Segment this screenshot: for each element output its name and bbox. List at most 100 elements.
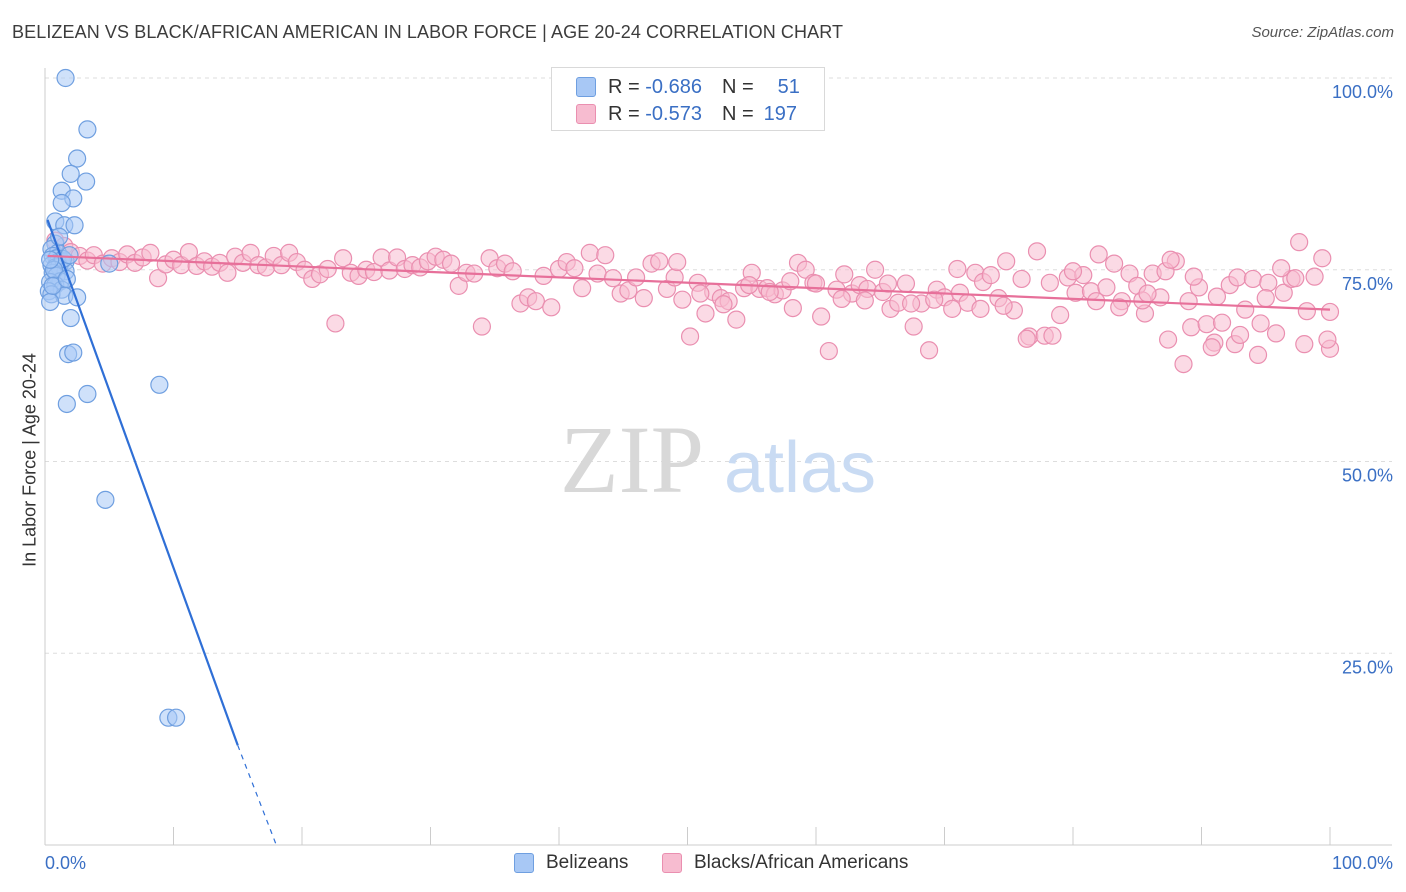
data-point xyxy=(901,294,921,313)
data-point xyxy=(78,384,97,404)
chart-title: BELIZEAN VS BLACK/AFRICAN AMERICAN IN LA… xyxy=(12,22,844,42)
series-belizeans-points xyxy=(39,68,186,727)
x-tick-label: 100.0% xyxy=(1332,853,1393,873)
data-point xyxy=(1318,330,1337,349)
y-tick-label: 25.0% xyxy=(1342,657,1393,677)
data-point xyxy=(1179,292,1198,311)
data-point xyxy=(68,288,87,307)
legend-swatch-blacks xyxy=(576,104,596,124)
data-point xyxy=(1202,338,1221,357)
data-point xyxy=(948,259,967,279)
legend-label-belizeans: Belizeans xyxy=(546,852,629,873)
data-point xyxy=(896,274,916,293)
data-point xyxy=(1286,269,1305,288)
data-point xyxy=(691,284,710,303)
legend-n-value: 51 xyxy=(777,75,800,98)
data-point xyxy=(1087,292,1106,311)
data-point xyxy=(1089,245,1108,264)
data-point xyxy=(1161,250,1180,269)
data-point xyxy=(1207,287,1227,306)
data-point xyxy=(819,341,838,361)
source-credit: Source: ZipAtlas.com xyxy=(1251,24,1394,41)
data-point xyxy=(981,266,1000,285)
legend-r-value: -0.686 xyxy=(645,75,702,98)
data-point xyxy=(878,274,898,293)
data-point xyxy=(1251,314,1270,333)
data-point xyxy=(997,252,1016,271)
y-tick-label: 75.0% xyxy=(1342,274,1393,294)
trend-line xyxy=(47,254,1331,311)
data-point xyxy=(68,149,87,168)
watermark-zip: ZIP xyxy=(560,406,704,513)
data-point xyxy=(334,249,353,268)
data-point xyxy=(77,172,96,191)
data-point xyxy=(943,299,962,318)
series-legend: Belizeans Blacks/African Americans xyxy=(0,852,1406,878)
legend-item-blacks[interactable]: Blacks/African Americans xyxy=(662,852,908,874)
data-point xyxy=(1184,267,1203,286)
data-point xyxy=(1105,254,1124,273)
axes xyxy=(44,68,1392,846)
data-point xyxy=(41,292,60,312)
data-point xyxy=(1320,302,1340,322)
data-point xyxy=(673,290,692,309)
correlation-legend: R = -0.686 N = 51 R = -0.573 N = 197 xyxy=(551,67,825,131)
data-point xyxy=(994,296,1013,315)
data-point xyxy=(668,252,687,272)
data-point xyxy=(1040,273,1059,292)
data-point xyxy=(1027,242,1047,261)
data-point xyxy=(1158,330,1178,349)
data-point xyxy=(925,290,944,309)
legend-item-belizeans[interactable]: Belizeans xyxy=(514,852,628,874)
data-point xyxy=(1110,298,1129,317)
data-point xyxy=(96,490,115,509)
data-point xyxy=(727,310,746,329)
legend-swatch-belizeans xyxy=(576,77,596,97)
data-point xyxy=(904,317,923,336)
data-point xyxy=(1230,325,1250,345)
data-point xyxy=(1043,326,1062,345)
data-point xyxy=(1197,315,1216,334)
data-point xyxy=(1097,278,1116,297)
data-point xyxy=(1290,233,1309,252)
data-point xyxy=(1212,313,1232,332)
data-point xyxy=(1182,318,1201,337)
x-tick-labels: 0.0% 100.0% xyxy=(45,853,1393,873)
data-point xyxy=(714,295,733,314)
watermark: ZIP atlas xyxy=(560,406,876,513)
data-point xyxy=(61,164,80,183)
data-point xyxy=(596,246,615,265)
data-point xyxy=(441,254,461,273)
data-point xyxy=(626,268,646,287)
data-point xyxy=(1243,269,1263,289)
legend-row-belizeans: R = -0.686 N = 51 xyxy=(576,74,800,100)
watermark-atlas: atlas xyxy=(724,428,876,508)
data-point xyxy=(971,299,990,318)
data-point xyxy=(565,259,584,278)
data-point xyxy=(41,250,60,269)
x-tick-label: 0.0% xyxy=(45,853,86,873)
data-point xyxy=(696,304,715,323)
y-tick-labels: 100.0% 75.0% 50.0% 25.0% xyxy=(1332,82,1393,677)
y-axis-label: In Labor Force | Age 20-24 xyxy=(19,353,40,567)
data-point xyxy=(1274,283,1293,302)
legend-n-label: N = xyxy=(721,102,754,125)
data-point xyxy=(855,291,874,310)
data-point xyxy=(503,262,522,281)
data-point xyxy=(78,120,97,139)
trend-line xyxy=(46,219,239,746)
data-point xyxy=(1259,273,1278,292)
data-point xyxy=(141,243,160,262)
data-point xyxy=(1272,259,1291,278)
data-point xyxy=(1236,300,1255,319)
data-point xyxy=(1248,345,1268,364)
data-point xyxy=(806,274,826,293)
data-point xyxy=(65,216,84,235)
data-point xyxy=(326,314,345,333)
legend-swatch-belizeans xyxy=(514,853,534,873)
data-point xyxy=(573,279,592,298)
data-point xyxy=(57,394,76,414)
data-point xyxy=(919,341,939,360)
data-point xyxy=(61,308,80,328)
y-tick-label: 50.0% xyxy=(1342,466,1393,486)
